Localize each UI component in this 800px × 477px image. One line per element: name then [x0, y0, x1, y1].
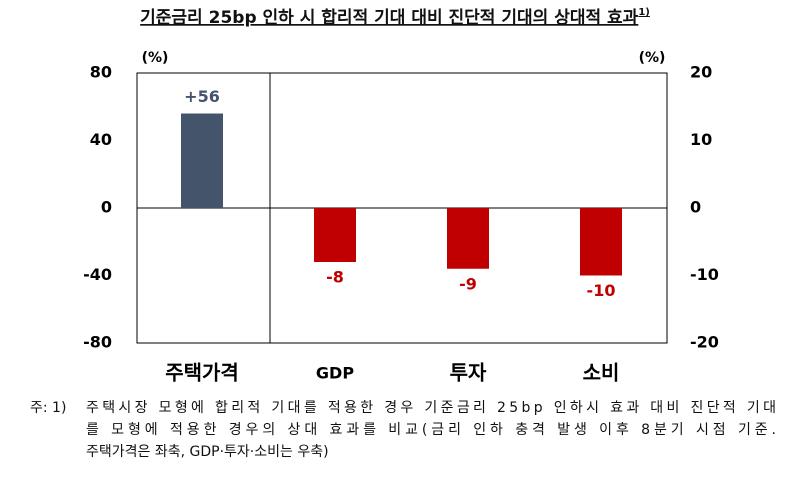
x-tick-label: GDP: [316, 364, 354, 383]
footnote-line: 주택가격은 좌축, GDP·투자·소비는 우축): [86, 444, 329, 460]
y2-unit: (%): [639, 50, 666, 66]
data-label: -8: [326, 268, 344, 287]
data-label: -10: [587, 281, 616, 300]
y-unit: (%): [142, 50, 169, 66]
x-tick-label: 투자: [450, 361, 487, 385]
x-tick-label: 소비: [583, 361, 620, 385]
y-tick-label: -80: [83, 333, 112, 352]
y2-tick-label: 10: [690, 130, 712, 149]
y-tick-label: -40: [83, 265, 112, 284]
footnote-marker: 주: 1): [30, 400, 66, 416]
x-tick-label: 주택가격: [165, 361, 239, 385]
y-tick-label: 0: [101, 198, 112, 217]
y2-tick-label: -10: [690, 265, 719, 284]
y-tick-label: 80: [90, 63, 112, 82]
data-label: -9: [459, 274, 477, 293]
bar: [181, 113, 223, 208]
data-label: +56: [184, 87, 220, 106]
y-tick-label: 40: [90, 130, 112, 149]
chart-title: 기준금리 25bp 인하 시 합리적 기대 대비 진단적 기대의 상대적 효과1…: [140, 7, 650, 28]
footnote-line: 주택시장 모형에 합리적 기대를 적용한 경우 기준금리 25bp 인하시 효과…: [86, 400, 776, 416]
bar: [447, 208, 489, 269]
bar: [580, 208, 622, 276]
y2-tick-label: 20: [690, 63, 712, 82]
title-note: 1): [638, 7, 650, 18]
bar: [314, 208, 356, 262]
y2-tick-label: -20: [690, 333, 719, 352]
footnote-line: 를 모형에 적용한 경우의 상대 효과를 비교(금리 인하 충격 발생 이후 8…: [86, 422, 776, 438]
y2-tick-label: 0: [690, 198, 701, 217]
title-text: 기준금리 25bp 인하 시 합리적 기대 대비 진단적 기대의 상대적 효과: [140, 7, 639, 28]
